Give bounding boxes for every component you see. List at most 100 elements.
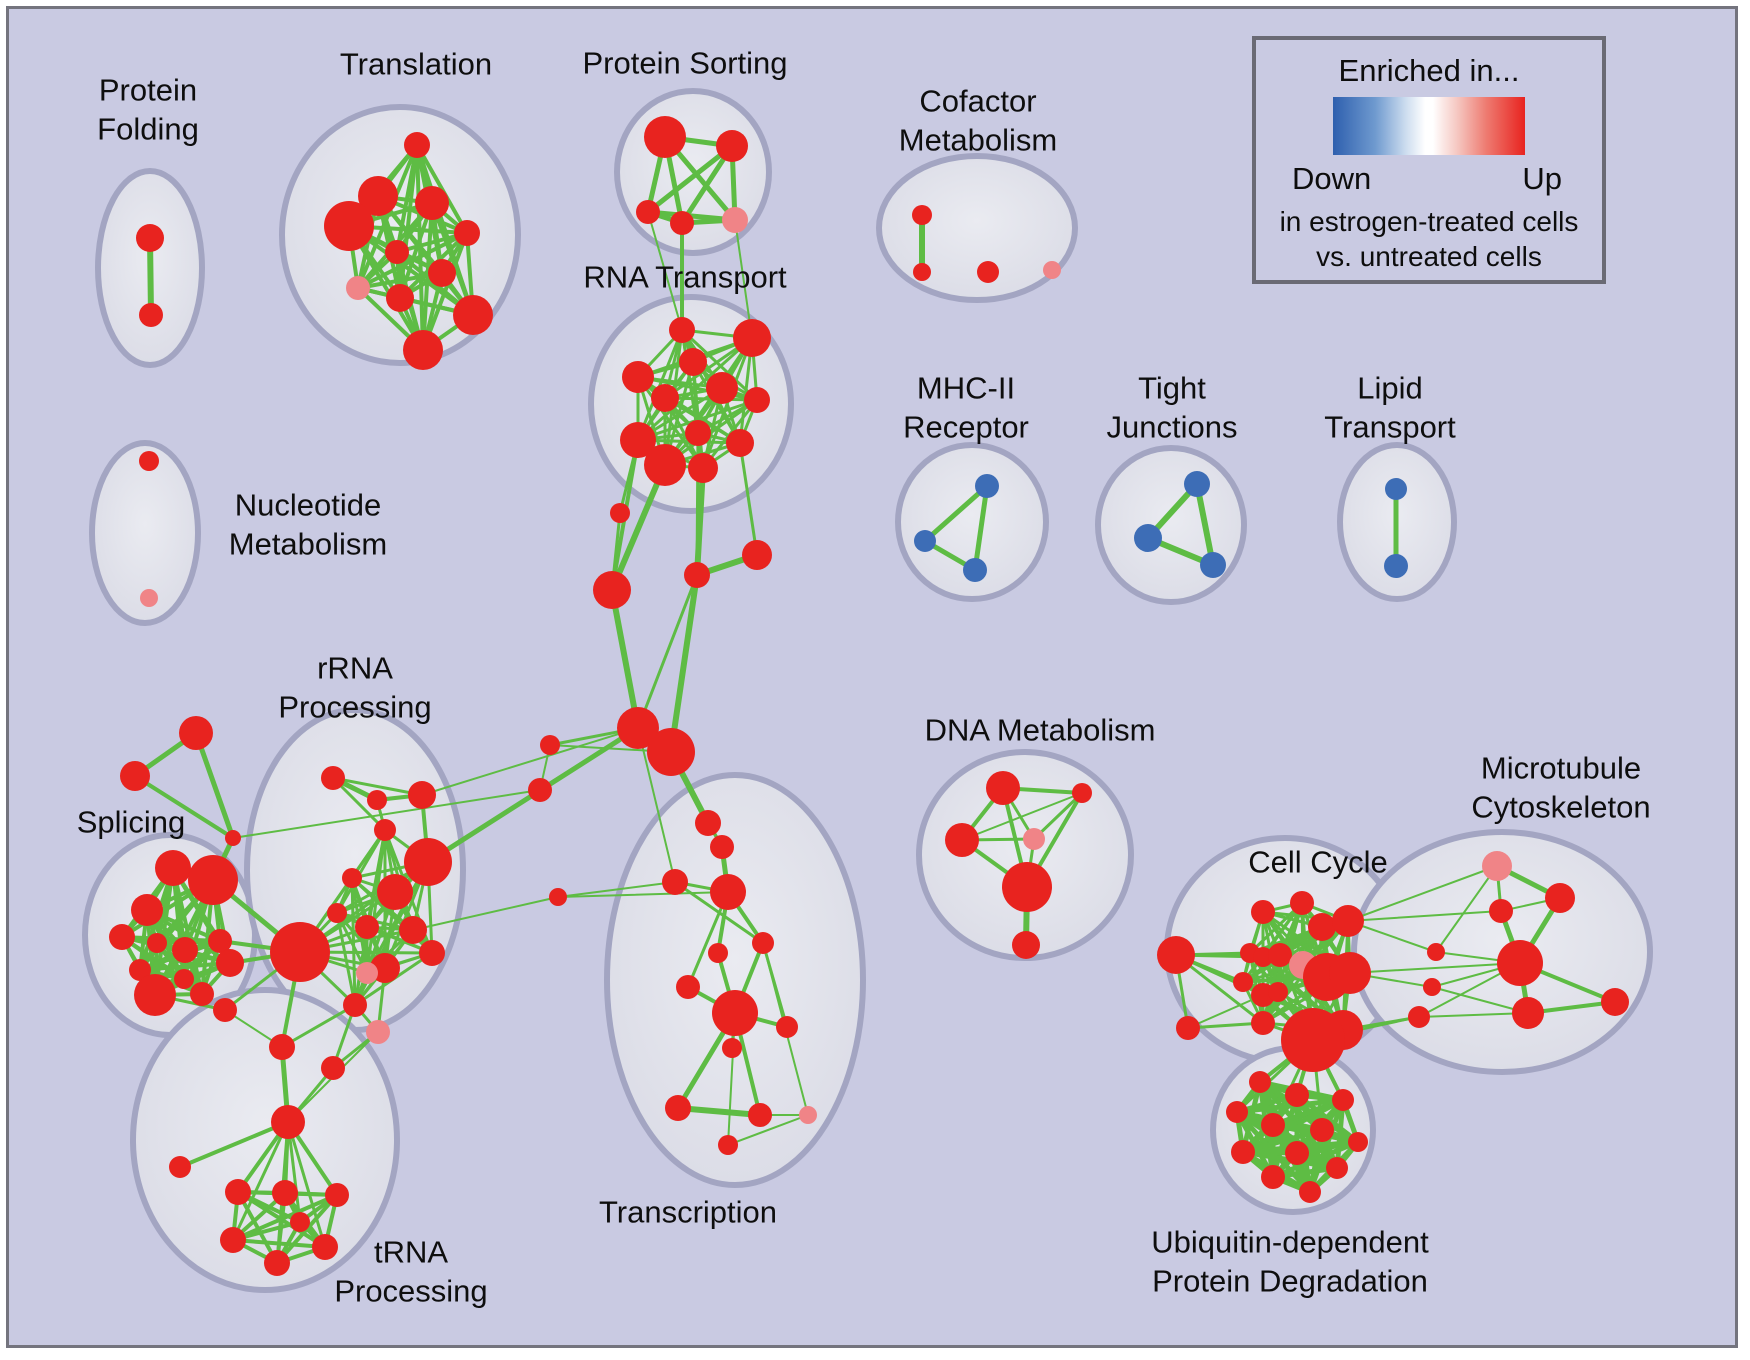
node-rr5	[342, 868, 362, 888]
cluster-label-lipid-transport-line1: Lipid	[1357, 371, 1423, 406]
cluster-tight-junctions	[1095, 445, 1247, 605]
cluster-label-protein-folding-line1: Protein	[99, 73, 197, 108]
node-ps0	[644, 116, 686, 158]
node-tj1	[1134, 524, 1162, 552]
node-sp4	[147, 933, 167, 953]
edge-tn2-tn3	[231, 1193, 339, 1242]
labels-layer: Protein Folding Translation Protein Sorting…	[77, 46, 1651, 1309]
edge-mt3-cc10	[1349, 962, 1521, 974]
node-sp1	[188, 855, 238, 905]
node-tj2	[1200, 552, 1226, 578]
edge-rr0-rr2	[331, 776, 424, 797]
edge-cn1-hb0	[636, 573, 699, 730]
node-rr4	[404, 838, 452, 886]
node-rr6	[377, 874, 413, 910]
node-ps3	[670, 211, 694, 235]
node-ps1	[716, 130, 748, 162]
node-rr12	[356, 962, 378, 984]
node-mt7	[1512, 997, 1544, 1029]
node-rt1	[733, 319, 771, 357]
edge-dm2-dm3	[1032, 791, 1084, 841]
cluster-label-dna-metabolism: DNA Metabolism	[925, 713, 1156, 748]
node-tn5	[312, 1234, 338, 1260]
node-tl9	[453, 295, 493, 335]
edge-ub5-ub7	[1240, 1127, 1325, 1155]
node-cc3	[1332, 905, 1364, 937]
node-st2	[225, 830, 241, 846]
node-ub5	[1310, 1118, 1334, 1142]
node-tc10	[722, 1038, 742, 1058]
edge-tl6-tl7	[356, 271, 444, 290]
node-mh0	[975, 474, 999, 498]
node-cc_sat	[1157, 936, 1195, 974]
cluster-label-splicing: Splicing	[77, 805, 186, 840]
node-mt8	[1601, 988, 1629, 1016]
edge-mh0-mh1	[922, 483, 990, 544]
node-tc5	[708, 943, 728, 963]
cluster-label-trna-processing-line2: Processing	[334, 1274, 487, 1309]
node-pf1	[139, 303, 163, 327]
edge-ps4-rt1	[734, 219, 753, 339]
edge-tn_sat-tn_hub	[178, 1120, 290, 1169]
node-cc1	[1290, 891, 1314, 915]
node-mh2	[963, 558, 987, 582]
node-rt10	[644, 444, 686, 486]
cluster-label-tight-junctions-line1: Tight	[1138, 371, 1206, 406]
cluster-label-rrna-processing-line1: rRNA	[317, 651, 393, 686]
node-mt3	[1497, 940, 1543, 986]
cluster-label-rrna-processing-line2: Processing	[278, 690, 431, 725]
node-tn6	[290, 1212, 310, 1232]
node-rr3	[374, 819, 396, 841]
node-mt4	[1427, 943, 1445, 961]
node-rr13	[343, 993, 367, 1017]
node-mt5	[1423, 978, 1441, 996]
edge-mt6-mt7	[1418, 1012, 1529, 1018]
edge-ls1-st2	[232, 789, 541, 839]
node-rr0	[321, 766, 345, 790]
edge-tc4-rr9	[412, 896, 559, 931]
node-sp6	[208, 929, 232, 953]
cluster-nucleotide-metabolism	[89, 440, 201, 626]
node-tn_hub	[271, 1105, 305, 1139]
node-dm3	[1023, 828, 1045, 850]
node-cc0	[1251, 900, 1275, 924]
node-tc7	[676, 975, 700, 999]
node-cc12	[1268, 982, 1288, 1002]
edge-sp7-sp11	[138, 961, 232, 972]
node-rt4	[706, 372, 738, 404]
edge-rr5-rr13	[350, 876, 357, 1007]
cluster-label-trna-processing-line1: tRNA	[374, 1235, 448, 1270]
node-tl3	[324, 201, 374, 251]
edge-rt3-rt6	[636, 375, 759, 402]
node-cn1	[684, 562, 710, 588]
node-rr7	[327, 903, 347, 923]
node-tc0	[695, 810, 721, 836]
node-cf1	[913, 263, 931, 281]
edge-cc1-cc5	[1248, 901, 1304, 955]
node-dm5	[1012, 931, 1040, 959]
node-rt9	[726, 429, 754, 457]
edge-tc13-tc14	[727, 1114, 809, 1146]
node-rr16	[321, 1056, 345, 1080]
node-sp8	[174, 969, 194, 989]
edge-mt0-cc3	[1347, 865, 1498, 922]
edge-tn_hub-tn3	[231, 1120, 290, 1242]
node-cc4	[1233, 972, 1253, 992]
node-rr2	[408, 781, 436, 809]
node-tl1	[358, 176, 398, 216]
node-ub11	[1299, 1181, 1321, 1203]
cluster-label-mhc-ii-receptor-line1: MHC-II	[917, 371, 1015, 406]
legend-box: Enriched in... Down Up in estrogen-treat…	[1252, 36, 1606, 284]
cluster-label-protein-sorting: Protein Sorting	[582, 46, 787, 81]
node-sp9	[134, 974, 176, 1016]
cluster-label-cofactor-metabolism-line1: Cofactor	[919, 84, 1036, 119]
node-dm0	[986, 771, 1020, 805]
node-cn0	[593, 571, 631, 609]
node-tc11	[665, 1095, 691, 1121]
edge-cc15-cc11	[1187, 994, 1264, 1029]
edge-cn1-hb1	[668, 572, 700, 755]
node-tl6	[428, 259, 456, 287]
edge-rr0-rr3	[331, 776, 387, 832]
edge-rt6-rt7	[636, 398, 759, 442]
node-ub7	[1231, 1140, 1255, 1164]
